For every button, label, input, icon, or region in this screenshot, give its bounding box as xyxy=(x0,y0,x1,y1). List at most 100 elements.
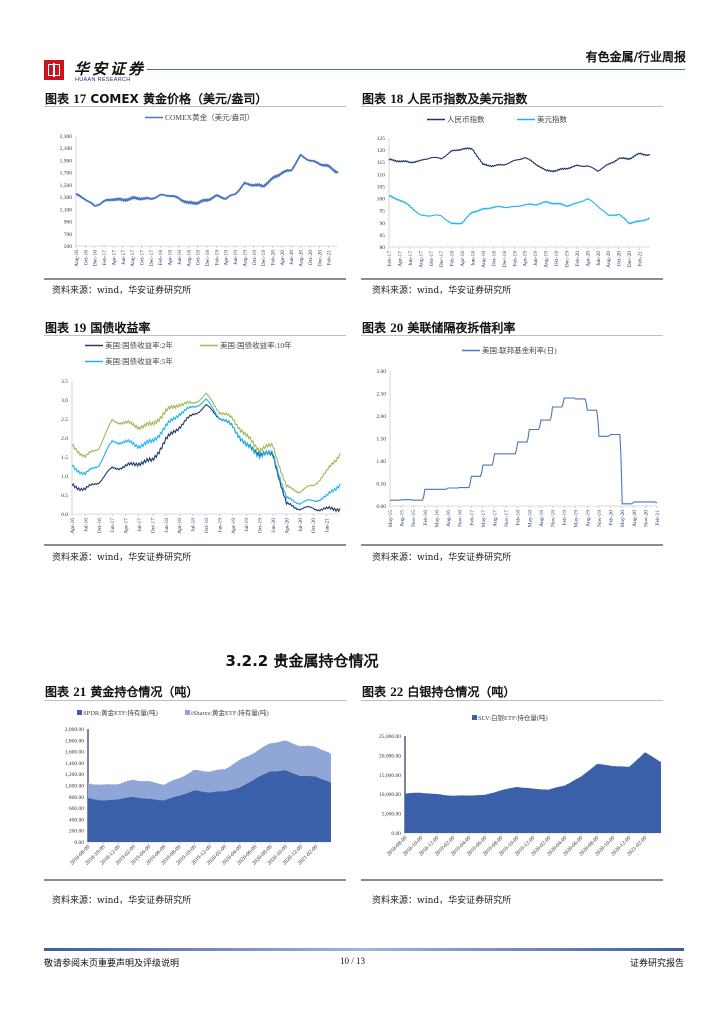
section-heading: 3.2.2 贵金属持仓情况 xyxy=(225,652,379,670)
figure-20-frame xyxy=(361,335,663,546)
comex-gold-price-chart: 500 700 900 1,100 1,300 1,500 1,700 1,900 2,100 2… xyxy=(60,112,339,267)
treasury-yield-chart: 0.0 0.5 1.0 1.5 2.0 2.5 3.0 3.5 Apr-16 Jul-16 Oct-… xyxy=(61,340,341,534)
x-tick-label: Aug-16 xyxy=(74,250,80,267)
x-tick-label: Aug-15 xyxy=(400,510,406,527)
y-tick-label: 1,500 xyxy=(60,183,73,189)
x-tick-label: Feb-19 xyxy=(214,250,220,266)
x-tick-label: Feb-18 xyxy=(450,251,456,267)
y-tick-label: 80 xyxy=(380,245,386,251)
y-tick-label: 700 xyxy=(64,232,73,238)
x-tick-label: Aug-18 xyxy=(481,251,487,268)
y-tick-label: 800.00 xyxy=(69,795,84,801)
x-tick-label: Jul-16 xyxy=(83,518,89,532)
x-tick-label: Jan-17 xyxy=(110,518,116,533)
y-tick-label: 1,900 xyxy=(60,158,73,164)
x-tick-label: Aug-16 xyxy=(446,510,452,527)
x-tick-label: Jan-19 xyxy=(217,518,223,533)
figure-21-frame xyxy=(44,700,346,881)
x-tick-label: Apr-20 xyxy=(585,251,591,267)
x-tick-label: Feb-20 xyxy=(575,251,581,267)
x-tick-label: Jun-18 xyxy=(177,250,183,265)
x-tick-label: Aug-17 xyxy=(130,250,136,267)
series-area-1 xyxy=(405,752,661,833)
y-tick-label: 20,000.00 xyxy=(379,753,401,759)
fed-funds-rate-chart: 0.00 0.50 1.00 1.50 2.00 2.50 3.00 May-15 Aug-15… xyxy=(376,345,661,528)
figure-21-title: 图表 21 黄金持仓情况（吨） xyxy=(45,684,199,699)
x-tick-label: Dec-18 xyxy=(502,251,508,267)
legend-swatch xyxy=(185,710,190,715)
x-tick-label: Apr-18 xyxy=(460,251,466,267)
y-tick-label: 125 xyxy=(377,136,386,142)
silver-etf-holdings-chart: 0.00 5,000.00 10,000.00 15,000.00 20,000.00 2… xyxy=(379,713,661,858)
footer-report-type: 证券研究报告 xyxy=(629,959,684,969)
legend-swatch xyxy=(77,710,82,715)
footer-disclaimer: 敬请参阅末页重要声明及评级说明 xyxy=(44,959,180,969)
y-tick-label: 2.0 xyxy=(61,436,68,442)
x-tick-label: Oct-18 xyxy=(196,250,202,266)
series-line-2 xyxy=(388,194,651,225)
header-divider xyxy=(147,69,685,70)
y-tick-label: 105 xyxy=(377,184,386,190)
x-tick-label: Apr-19 xyxy=(231,518,237,534)
x-tick-label: Jun-19 xyxy=(233,250,239,265)
x-tick-label: Aug-18 xyxy=(186,250,192,267)
x-tick-label: Jan-18 xyxy=(164,518,170,533)
y-tick-label: 85 xyxy=(380,233,386,239)
x-tick-label: Jul-17 xyxy=(137,518,143,532)
x-tick-label: Aug-20 xyxy=(632,510,638,527)
y-tick-label: 1.50 xyxy=(376,437,386,443)
y-tick-label: 115 xyxy=(377,160,385,166)
x-tick-label: Jun-18 xyxy=(471,251,477,266)
legend-label: 人民币指数 xyxy=(447,114,485,124)
y-tick-label: 900 xyxy=(64,220,73,226)
series-line-1 xyxy=(71,403,341,513)
x-tick-label: Nov-19 xyxy=(597,510,603,527)
gold-etf-holdings-chart: 0.00 200.00 400.00 600.00 800.00 1,000.00 1,20… xyxy=(65,708,331,867)
series-area-2 xyxy=(88,740,331,801)
y-tick-label: 2,000.00 xyxy=(65,727,85,733)
x-tick-label: Apr-19 xyxy=(523,251,529,267)
legend-label: 美国:国债收益率:2年 xyxy=(105,340,173,350)
y-tick-label: 90 xyxy=(380,221,386,227)
x-tick-label: Feb-20 xyxy=(271,250,277,266)
legend-label: SLV:白银ETF:持仓量(吨) xyxy=(478,713,548,722)
x-tick-label: Oct-18 xyxy=(204,518,210,534)
x-tick-label: Feb-17 xyxy=(469,510,475,526)
rmb-usd-index-chart: 80 85 90 95 100 105 110 115 120 125 Feb-17 Apr-17 Ju… xyxy=(377,114,651,268)
y-tick-label: 95 xyxy=(380,209,386,215)
logo-text: 华安证券 xyxy=(74,60,147,78)
x-tick-label: Oct-17 xyxy=(140,250,146,266)
x-tick-label: Apr-20 xyxy=(284,518,290,534)
x-tick-label: Oct-19 xyxy=(258,518,264,534)
series-line-1 xyxy=(390,397,658,505)
figure-19-source: 资料来源：wind，华安证券研究所 xyxy=(52,553,192,563)
figure-19-frame xyxy=(44,335,346,546)
legend-label: 美元指数 xyxy=(537,114,567,124)
logo-icon xyxy=(44,60,64,80)
x-tick-label: Oct-16 xyxy=(83,250,89,266)
x-tick-label: Oct-18 xyxy=(491,251,497,267)
y-tick-label: 0.5 xyxy=(61,493,68,499)
y-tick-label: 1,100 xyxy=(60,207,73,213)
x-tick-label: Jul-20 xyxy=(298,518,304,532)
y-tick-label: 0.50 xyxy=(376,482,386,488)
figure-22-source: 资料来源：wind，华安证券研究所 xyxy=(372,896,512,906)
x-tick-label: Apr-17 xyxy=(397,251,403,267)
x-tick-label: Feb-19 xyxy=(512,251,518,267)
figure-22-title: 图表 22 白银持仓情况（吨） xyxy=(362,684,516,699)
x-tick-label: May-16 xyxy=(434,510,440,528)
figure-18-source: 资料来源：wind，华安证券研究所 xyxy=(372,286,512,296)
x-tick-label: Oct-20 xyxy=(311,518,317,534)
figure-18-frame xyxy=(361,106,663,280)
figure-20-title: 图表 20 美联储隔夜拆借利率 xyxy=(362,320,516,335)
x-tick-label: Apr-17 xyxy=(124,518,130,534)
x-tick-label: Aug-19 xyxy=(585,510,591,527)
legend-label: COMEX黄金（美元/盎司） xyxy=(165,112,254,122)
footer-divider xyxy=(44,948,684,951)
x-tick-label: Apr-19 xyxy=(224,250,230,266)
x-tick-label: Dec-20 xyxy=(627,251,633,267)
x-tick-label: Oct-16 xyxy=(97,518,103,534)
y-tick-label: 3.5 xyxy=(61,379,68,385)
x-tick-label: Jun-17 xyxy=(121,250,127,265)
y-tick-label: 2,300 xyxy=(60,134,73,140)
